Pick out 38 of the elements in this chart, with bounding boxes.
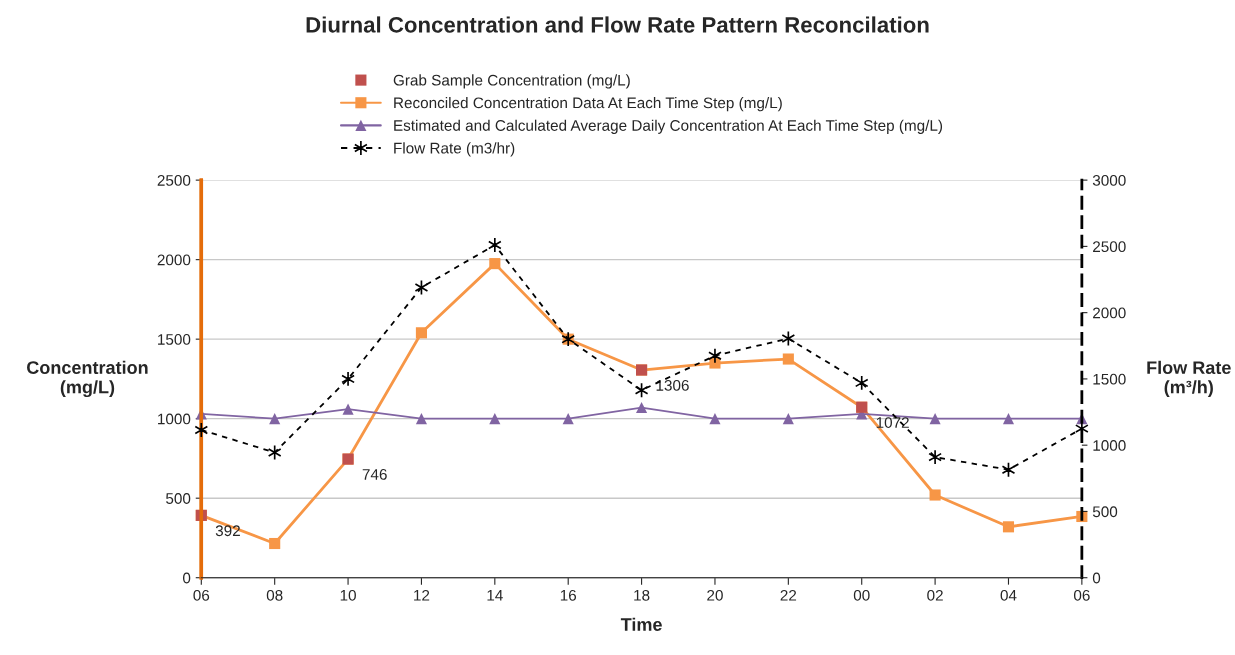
x-tick-label: 04 xyxy=(1000,589,1017,601)
x-tick-label: 12 xyxy=(414,589,430,601)
y2-tick-label: 500 xyxy=(1092,506,1118,518)
x-tick-label: 22 xyxy=(780,589,797,601)
data-label: 392 xyxy=(215,525,240,537)
x-axis-title: Time xyxy=(620,617,662,631)
x-tick-label: 14 xyxy=(487,590,503,601)
x-tick-label: 16 xyxy=(560,589,577,601)
y-tick-label: 2000 xyxy=(157,254,191,266)
legend-label: Grab Sample Concentration (mg/L) xyxy=(393,74,630,89)
y-tick-label: 500 xyxy=(166,493,191,504)
x-tick-label: 18 xyxy=(634,589,650,601)
y2-tick-label: 3000 xyxy=(1092,174,1126,186)
legend-label: Flow Rate (m3/hr) xyxy=(394,142,515,157)
y2-axis-title: Flow Rate (m³/h) xyxy=(1147,360,1231,398)
x-tick-label: 06 xyxy=(1073,589,1090,601)
data-label: 1072 xyxy=(876,417,909,428)
y-tick-label: 2500 xyxy=(157,174,191,186)
y2-tick-label: 2000 xyxy=(1093,307,1126,319)
y-axis-title: Concentration (mg/L) xyxy=(27,360,148,398)
y-tick-label: 1000 xyxy=(158,413,191,425)
x-tick-label: 10 xyxy=(340,589,356,601)
y-tick-label: 1500 xyxy=(158,334,191,345)
x-tick-label: 02 xyxy=(927,589,943,601)
legend-label: Reconciled Concentration Data At Each Time Step (mg/L) xyxy=(394,97,782,112)
y2-tick-label: 0 xyxy=(1092,572,1101,584)
x-tick-label: 06 xyxy=(193,589,210,601)
data-label: 746 xyxy=(362,469,387,480)
y-tick-label: 0 xyxy=(182,572,191,584)
y2-tick-label: 2500 xyxy=(1093,241,1126,253)
legend-label: Estimated and Calculated Average Daily Concentration At Each Time Step (mg/L) xyxy=(394,119,943,134)
y2-tick-label: 1000 xyxy=(1093,440,1126,451)
x-tick-label: 00 xyxy=(853,589,870,601)
y2-tick-label: 1500 xyxy=(1093,373,1126,385)
chart-title: Diurnal Concentration and Flow Rate Pattern Reconcilation xyxy=(306,16,929,33)
data-label: 1306 xyxy=(656,379,689,391)
x-tick-label: 08 xyxy=(266,589,283,601)
x-tick-label: 20 xyxy=(707,589,723,601)
